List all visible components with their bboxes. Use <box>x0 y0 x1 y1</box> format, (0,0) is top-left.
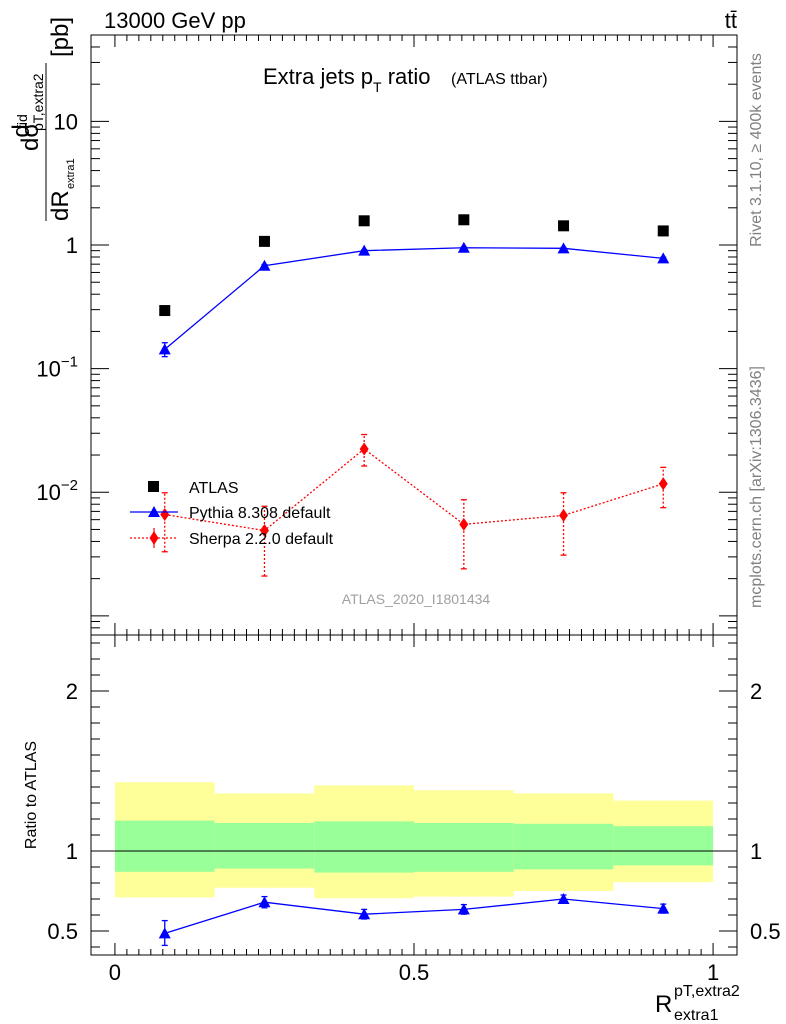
ylabel-den-R: R <box>47 190 74 207</box>
chart-subtitle: (ATLAS ttbar) <box>451 71 548 88</box>
ratio-y-axis-label: Ratio to ATLAS <box>23 741 40 849</box>
atlas-data-point <box>358 215 370 227</box>
ratio-pythia-point <box>158 927 171 939</box>
main-y-tick-label: 10−2 <box>36 477 78 505</box>
pythia-data-point <box>457 241 470 253</box>
header-energy-label: 13000 GeV pp <box>104 8 246 33</box>
ratio-y-tick-label-right: 0.5 <box>750 919 781 944</box>
ratio-x-tick-label: 0 <box>109 960 121 985</box>
legend-label-pythia: Pythia 8.308 default <box>189 505 331 522</box>
atlas-data-point <box>458 214 470 226</box>
ylabel-den-d: d <box>47 208 74 221</box>
ratio-pythia-point <box>358 908 371 920</box>
main-y-axis-label: d dσ fid pT,extra2 dR extra1 [pb] <box>8 17 77 221</box>
legend: ATLAS Pythia 8.308 default Sherpa 2.2.0 … <box>130 480 334 548</box>
main-y-tick-exponent: −1 <box>61 354 78 371</box>
ylabel-fid: fid <box>14 114 30 129</box>
xlabel-sub: extra1 <box>674 1007 719 1024</box>
main-y-tick-label: 1 <box>66 233 78 258</box>
uncertainty-band-green <box>513 823 614 870</box>
main-y-tick-base: 10 <box>36 480 60 505</box>
pythia-data-point <box>657 252 670 264</box>
mcplots-reference-label: mcplots.cern.ch [arXiv:1306.3436] <box>748 366 765 608</box>
chart-title-tail: ratio <box>382 64 431 89</box>
uncertainty-band-green <box>114 820 215 872</box>
ratio-panel-data <box>158 893 670 947</box>
ratio-y-tick-label-left: 1 <box>66 839 78 864</box>
svg-text:dR: dR <box>47 190 74 221</box>
ratio-x-tick-label: 1 <box>707 960 719 985</box>
ratio-series-line-0 <box>164 898 664 935</box>
analysis-watermark: ATLAS_2020_I1801434 <box>342 591 491 607</box>
svg-text:dσ: dσ <box>17 123 44 151</box>
ratio-y-tick-label-right: 1 <box>750 839 762 864</box>
ratio-y-tick-label-right: 2 <box>750 679 762 704</box>
series-line-2 <box>164 448 664 532</box>
ratio-panel-ticks: 0 0.5 1 0.5 0.5 1 1 2 2 <box>47 635 781 985</box>
chart-title-main: Extra jets p <box>263 64 373 89</box>
ratio-y-tick-label-left: 0.5 <box>47 919 78 944</box>
sherpa-data-point <box>559 508 569 522</box>
ylabel-sigma: σ <box>17 123 44 138</box>
main-y-tick-base: 10 <box>36 357 60 382</box>
main-panel-frame <box>90 34 738 636</box>
ylabel-den-sub: extra1 <box>65 158 77 189</box>
pythia-data-point <box>557 242 570 254</box>
ylabel-num-sub: pT,extra2 <box>30 73 46 131</box>
chart-title-sub: T <box>373 79 382 95</box>
sherpa-data-point <box>658 477 668 491</box>
ylabel-num-d: d <box>8 124 35 137</box>
legend-marker-pythia <box>148 506 160 517</box>
rivet-version-label: Rivet 3.1.10, ≥ 400k events <box>748 53 765 247</box>
pythia-data-point <box>358 244 371 256</box>
xlabel-base: R <box>655 991 672 1018</box>
pythia-data-point <box>158 343 171 355</box>
xlabel-sup: pT,extra2 <box>674 983 740 1000</box>
main-y-tick-base: 1 <box>66 233 78 258</box>
main-panel-data <box>158 214 670 577</box>
ratio-bands <box>91 782 737 899</box>
ratio-pythia-point <box>557 893 570 904</box>
uncertainty-band-green <box>214 823 315 869</box>
ratio-pythia-point <box>258 896 271 908</box>
sherpa-data-point <box>259 524 269 538</box>
series-line-1 <box>164 247 664 350</box>
legend-marker-sherpa <box>149 531 159 545</box>
ratio-x-tick-label: 0.5 <box>399 960 430 985</box>
header-process-label: tt̄ <box>725 8 737 33</box>
chart-title: Extra jets pT ratio <box>263 64 431 95</box>
atlas-data-point <box>558 220 570 232</box>
ratio-panel: 0 0.5 1 0.5 0.5 1 1 2 2 Ratio to ATLAS R pT,extr… <box>23 634 781 1024</box>
uncertainty-band-green <box>414 823 514 872</box>
svg-text:d: d <box>8 124 35 137</box>
uncertainty-band-green <box>314 821 414 873</box>
atlas-data-point <box>258 235 270 247</box>
uncertainty-band-green <box>613 826 714 866</box>
sherpa-data-point <box>160 508 170 522</box>
ylabel-d: d <box>17 138 44 151</box>
ratio-pythia-point <box>657 902 670 914</box>
x-axis-label: R pT,extra2 extra1 <box>655 983 740 1024</box>
main-y-tick-label: 10 <box>54 109 78 134</box>
main-y-tick-base: 10 <box>54 109 78 134</box>
ratio-y-tick-label-left: 2 <box>66 679 78 704</box>
ylabel-unit: [pb] <box>47 17 74 57</box>
atlas-data-point <box>657 225 669 237</box>
ratio-pythia-point <box>457 903 470 915</box>
legend-marker-atlas <box>148 481 159 492</box>
legend-label-sherpa: Sherpa 2.2.0 default <box>189 531 334 548</box>
pythia-data-point <box>258 259 271 271</box>
main-y-tick-exponent: −2 <box>61 477 78 494</box>
sherpa-data-point <box>459 517 469 531</box>
main-y-tick-label: 10−1 <box>36 354 78 382</box>
sherpa-data-point <box>359 442 369 456</box>
legend-label-atlas: ATLAS <box>189 480 239 497</box>
atlas-data-point <box>159 305 171 317</box>
